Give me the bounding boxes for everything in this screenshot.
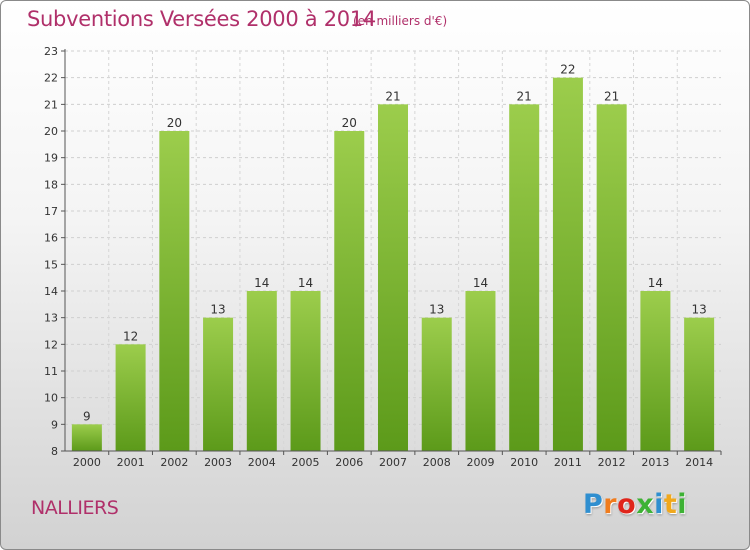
bar xyxy=(246,291,277,451)
bar xyxy=(684,317,715,451)
x-tick-label: 2007 xyxy=(379,456,407,469)
x-tick-label: 2010 xyxy=(510,456,538,469)
bar xyxy=(465,291,496,451)
x-tick-label: 2005 xyxy=(292,456,320,469)
bar xyxy=(290,291,321,451)
bar-value-label: 14 xyxy=(473,276,488,290)
x-tick-label: 2003 xyxy=(204,456,232,469)
bar xyxy=(203,317,234,451)
bar xyxy=(596,104,627,451)
bar-value-label: 21 xyxy=(604,89,619,103)
y-tick-label: 10 xyxy=(44,392,58,405)
y-tick-label: 22 xyxy=(44,72,58,85)
y-tick-label: 19 xyxy=(44,152,58,165)
x-tick-label: 2004 xyxy=(248,456,276,469)
bar-value-label: 14 xyxy=(648,276,663,290)
bar-value-label: 14 xyxy=(254,276,269,290)
bar-value-label: 21 xyxy=(517,89,532,103)
bars xyxy=(71,77,715,452)
y-tick-label: 11 xyxy=(44,365,58,378)
bar xyxy=(421,317,452,451)
chart-subtitle: (en milliers d'€) xyxy=(353,14,448,28)
x-tick-label: 2011 xyxy=(554,456,582,469)
bar xyxy=(509,104,540,451)
chart-title: Subventions Versées 2000 à 2014 xyxy=(27,7,376,31)
y-tick-label: 9 xyxy=(51,418,58,431)
bar-value-label: 12 xyxy=(123,329,138,343)
x-tick-label: 2002 xyxy=(160,456,188,469)
x-tick-label: 2009 xyxy=(466,456,494,469)
bar-value-label: 13 xyxy=(691,303,706,317)
bar xyxy=(71,424,102,451)
x-tick-label: 2000 xyxy=(73,456,101,469)
bar-value-label: 13 xyxy=(210,303,225,317)
x-tick-label: 2008 xyxy=(423,456,451,469)
bar-value-label: 22 xyxy=(560,63,575,77)
place-name: NALLIERS xyxy=(31,497,119,519)
y-tick-label: 12 xyxy=(44,338,58,351)
bar-value-label: 20 xyxy=(342,116,357,130)
x-tick-label: 2012 xyxy=(598,456,626,469)
proxiti-logo: Proxiti xyxy=(583,489,687,520)
y-tick-label: 23 xyxy=(44,45,58,58)
y-tick-label: 16 xyxy=(44,232,58,245)
x-tick-label: 2014 xyxy=(685,456,713,469)
y-tick-label: 17 xyxy=(44,205,58,218)
bar xyxy=(640,291,671,451)
logo-letter: i xyxy=(677,489,688,520)
y-tick-label: 18 xyxy=(44,178,58,191)
logo-letter: i xyxy=(654,489,664,520)
logo-letter: P xyxy=(583,489,604,520)
x-tick-label: 2013 xyxy=(641,456,669,469)
bar xyxy=(159,131,190,451)
logo-letter: o xyxy=(617,489,637,520)
y-tick-label: 20 xyxy=(44,125,58,138)
bar xyxy=(552,77,583,452)
bar xyxy=(115,344,146,451)
y-tick-label: 21 xyxy=(44,98,58,111)
labels: 8 9 10 11 12 13 14 15 16 17 18 19 20 21 22 23 9 2000 12 200… xyxy=(44,45,713,469)
axes xyxy=(61,49,722,455)
bar-value-label: 13 xyxy=(429,303,444,317)
logo-letter: r xyxy=(603,489,618,520)
bar-value-label: 20 xyxy=(167,116,182,130)
bar-value-label: 14 xyxy=(298,276,313,290)
y-tick-label: 14 xyxy=(44,285,58,298)
y-tick-label: 15 xyxy=(44,258,58,271)
bar-value-label: 9 xyxy=(83,409,91,423)
bar-value-label: 21 xyxy=(385,89,400,103)
logo-letter: t xyxy=(663,489,678,520)
bar xyxy=(334,131,365,451)
x-tick-label: 2006 xyxy=(335,456,363,469)
y-tick-label: 13 xyxy=(44,312,58,325)
bar xyxy=(378,104,408,451)
y-tick-label: 8 xyxy=(51,445,58,458)
x-tick-label: 2001 xyxy=(117,456,145,469)
logo-letter: x xyxy=(636,489,655,520)
